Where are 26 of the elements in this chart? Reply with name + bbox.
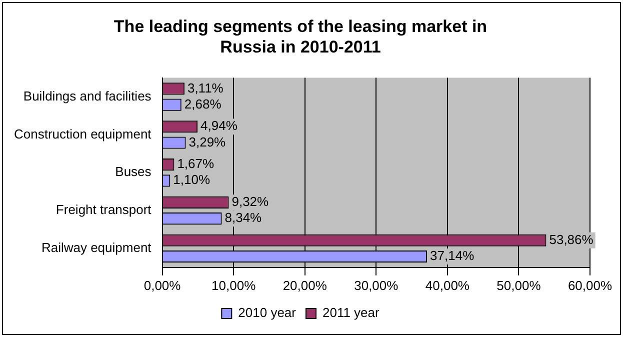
legend-label: 2010 year (238, 305, 297, 320)
data-label: 37,14% (430, 248, 475, 264)
data-label: 8,34% (224, 210, 262, 226)
data-label: 3,11% (187, 80, 224, 96)
data-label: 1,10% (173, 172, 210, 188)
data-label: 1,67% (177, 156, 215, 172)
text: Russia in 2010-2011 (220, 37, 381, 56)
x-tick-label: 40,00% (425, 278, 470, 293)
data-label: 53,86% (549, 232, 594, 247)
x-tick-label: 0,00% (144, 278, 182, 293)
data-label: 2,68% (184, 96, 222, 112)
x-tick-label: 10,00% (212, 278, 256, 293)
y-tick-label: Freight transport (56, 202, 152, 218)
y-tick-label: Railway equipment (41, 240, 152, 256)
y-tick-label: Buildings and facilities (23, 88, 152, 104)
x-tick-label: 30,00% (354, 278, 399, 293)
x-tick-label: 20,00% (282, 278, 328, 293)
x-tick-label: 60,00% (568, 278, 612, 293)
x-tick-label: 50,00% (496, 278, 542, 293)
y-tick-label: Construction equipment (14, 126, 152, 142)
legend-label: 2011 year (322, 305, 380, 320)
text: The leading segments of the leasing market in (114, 16, 488, 36)
y-tick-label: Buses (115, 164, 152, 180)
data-label: 4,94% (200, 118, 238, 134)
data-label: 3,29% (188, 134, 226, 150)
data-label: 9,32% (232, 194, 270, 210)
